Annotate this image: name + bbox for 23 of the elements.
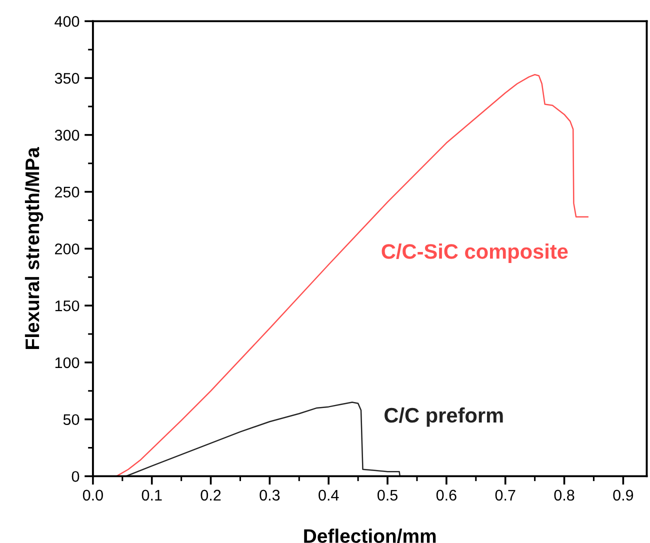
x-axis-title: Deflection/mm [304, 528, 436, 543]
series-label: C/C preform [384, 407, 503, 427]
y-tick-label: 400 [54, 16, 80, 27]
y-tick-label: 250 [55, 186, 80, 198]
x-tick-label: 0.8 [554, 490, 574, 501]
y-tick-label: 50 [63, 414, 80, 426]
x-tick-label: 0.2 [200, 490, 221, 501]
y-tick-label: 350 [54, 72, 80, 84]
x-tick-label: 0.1 [142, 490, 162, 501]
y-tick-label: 100 [55, 357, 80, 368]
x-tick-label: 0.5 [378, 490, 398, 501]
x-tick-label: 0.7 [495, 490, 516, 501]
x-tick-label: 0.3 [260, 490, 280, 501]
y-tick-label: 300 [54, 130, 80, 141]
y-tick-label: 0 [72, 471, 80, 482]
x-tick-label: 0.0 [82, 490, 103, 501]
y-axis-title: Flexural strength/MPa [24, 147, 44, 349]
series-label: C/C-SiC composite [382, 244, 568, 263]
x-tick-label: 0.6 [436, 490, 456, 501]
x-tick-label: 0.4 [318, 490, 339, 501]
x-tick-label: 0.9 [613, 490, 634, 501]
y-tick-label: 150 [55, 300, 80, 312]
y-tick-label: 200 [55, 244, 80, 254]
